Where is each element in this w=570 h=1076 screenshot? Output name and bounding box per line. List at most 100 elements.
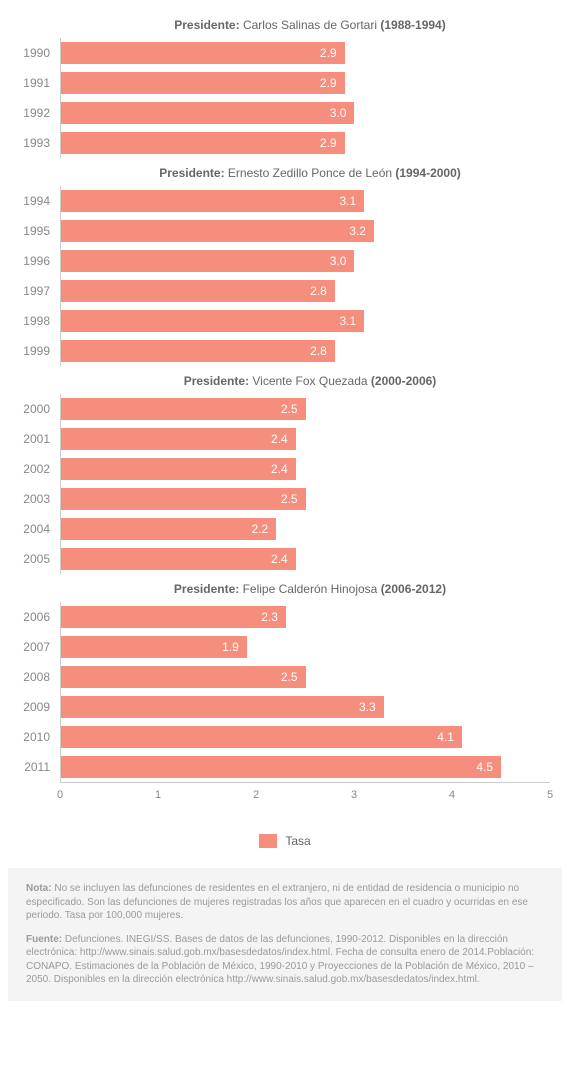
bar-row: 2010 4.1 bbox=[10, 722, 550, 752]
bar-area: 2.8 bbox=[60, 336, 550, 366]
bar-value: 3.1 bbox=[339, 314, 364, 328]
bar: 3.1 bbox=[61, 190, 364, 212]
bar: 2.4 bbox=[61, 428, 296, 450]
chart-container: Presidente: Carlos Salinas de Gortari (1… bbox=[0, 0, 570, 822]
year-label: 2005 bbox=[10, 552, 60, 566]
president-prefix: Presidente: bbox=[174, 18, 239, 32]
bar-row: 1998 3.1 bbox=[10, 306, 550, 336]
bar-value: 3.2 bbox=[349, 224, 374, 238]
bar-area: 2.9 bbox=[60, 68, 550, 98]
year-label: 1995 bbox=[10, 224, 60, 238]
year-label: 2006 bbox=[10, 610, 60, 624]
bar-area: 4.5 bbox=[60, 752, 550, 782]
bar-value: 2.8 bbox=[310, 284, 335, 298]
bar-area: 1.9 bbox=[60, 632, 550, 662]
bar-value: 2.2 bbox=[251, 522, 276, 536]
bar-row: 20082.5 bbox=[10, 662, 550, 692]
bar: 2.5 bbox=[61, 488, 306, 510]
bar-value: 3.1 bbox=[339, 194, 364, 208]
president-period: (1994-2000) bbox=[395, 166, 460, 180]
bar-row: 20002.5 bbox=[10, 394, 550, 424]
fuente-block: Fuente: Defunciones. INEGI/SS. Bases de … bbox=[26, 933, 544, 987]
bar-area: 3.1 bbox=[60, 306, 550, 336]
bar-value: 2.4 bbox=[271, 432, 296, 446]
bar: 3.1 bbox=[61, 310, 364, 332]
president-period: (2006-2012) bbox=[381, 582, 446, 596]
bar-area: 2.9 bbox=[60, 38, 550, 68]
year-label: 2008 bbox=[10, 670, 60, 684]
bar: 2.9 bbox=[61, 42, 345, 64]
president-period: (2000-2006) bbox=[371, 374, 436, 388]
bar: 2.3 bbox=[61, 606, 286, 628]
bar: 1.9 bbox=[61, 636, 247, 658]
bar-value: 3.0 bbox=[330, 254, 355, 268]
year-label: 2010 bbox=[10, 730, 60, 744]
x-tick: 2 bbox=[253, 789, 259, 801]
legend-label: Tasa bbox=[285, 834, 310, 848]
bar-row: 1997 2.8 bbox=[10, 276, 550, 306]
bar-value: 4.1 bbox=[437, 730, 462, 744]
bar-row: 1996 3.0 bbox=[10, 246, 550, 276]
x-axis-area: 012345 bbox=[60, 782, 550, 812]
year-label: 1991 bbox=[10, 76, 60, 90]
bar-area: 3.2 bbox=[60, 216, 550, 246]
bar-area: 2.9 bbox=[60, 128, 550, 158]
legend-swatch bbox=[259, 834, 277, 848]
bar-row: 19923.0 bbox=[10, 98, 550, 128]
bar-value: 2.9 bbox=[320, 136, 345, 150]
bar-area: 3.1 bbox=[60, 186, 550, 216]
bar-row: 19992.8 bbox=[10, 336, 550, 366]
year-label: 1997 bbox=[10, 284, 60, 298]
bar-value: 2.5 bbox=[281, 402, 306, 416]
bar-row: 2004 2.2 bbox=[10, 514, 550, 544]
bar: 2.8 bbox=[61, 340, 335, 362]
bar: 2.4 bbox=[61, 458, 296, 480]
section-header: Presidente: Felipe Calderón Hinojosa (20… bbox=[10, 574, 550, 602]
bar-area: 2.2 bbox=[60, 514, 550, 544]
year-label: 2004 bbox=[10, 522, 60, 536]
x-tick: 5 bbox=[547, 789, 553, 801]
bar-value: 2.3 bbox=[261, 610, 286, 624]
nota-block: Nota: No se incluyen las defunciones de … bbox=[26, 882, 544, 923]
bar-area: 2.5 bbox=[60, 394, 550, 424]
year-label: 1998 bbox=[10, 314, 60, 328]
bar-area: 2.5 bbox=[60, 484, 550, 514]
bar-value: 2.5 bbox=[281, 492, 306, 506]
bar-row: 20022.4 bbox=[10, 454, 550, 484]
bar-value: 2.4 bbox=[271, 462, 296, 476]
bar: 2.8 bbox=[61, 280, 335, 302]
fuente-label: Fuente: bbox=[26, 934, 65, 945]
president-name: Carlos Salinas de Gortari bbox=[240, 18, 381, 32]
bar-row: 20032.5 bbox=[10, 484, 550, 514]
president-prefix: Presidente: bbox=[159, 166, 224, 180]
bar-row: 20071.9 bbox=[10, 632, 550, 662]
bar-value: 2.8 bbox=[310, 344, 335, 358]
president-name: Ernesto Zedillo Ponce de León bbox=[225, 166, 396, 180]
year-label: 2007 bbox=[10, 640, 60, 654]
x-axis: 012345 bbox=[10, 782, 550, 812]
bar-area: 2.8 bbox=[60, 276, 550, 306]
bar-area: 2.5 bbox=[60, 662, 550, 692]
bar-area: 2.4 bbox=[60, 544, 550, 574]
fuente-text: Defunciones. INEGI/SS. Bases de datos de… bbox=[26, 934, 534, 986]
bar-value: 4.5 bbox=[476, 760, 501, 774]
bar-value: 2.9 bbox=[320, 46, 345, 60]
year-label: 1994 bbox=[10, 194, 60, 208]
year-label: 2001 bbox=[10, 432, 60, 446]
section-header: Presidente: Carlos Salinas de Gortari (1… bbox=[10, 10, 550, 38]
bar-area: 3.3 bbox=[60, 692, 550, 722]
bar-row: 1994 3.1 bbox=[10, 186, 550, 216]
year-label: 2009 bbox=[10, 700, 60, 714]
bar-row: 19932.9 bbox=[10, 128, 550, 158]
bar-row: 20093.3 bbox=[10, 692, 550, 722]
nota-text: No se incluyen las defunciones de reside… bbox=[26, 883, 528, 921]
bar: 4.1 bbox=[61, 726, 462, 748]
bar: 3.0 bbox=[61, 102, 354, 124]
bar-value: 3.0 bbox=[330, 106, 355, 120]
bar: 3.3 bbox=[61, 696, 384, 718]
year-label: 2011 bbox=[10, 760, 60, 774]
year-label: 1996 bbox=[10, 254, 60, 268]
bar-row: 19902.9 bbox=[10, 38, 550, 68]
bar: 3.0 bbox=[61, 250, 354, 272]
x-tick: 3 bbox=[351, 789, 357, 801]
